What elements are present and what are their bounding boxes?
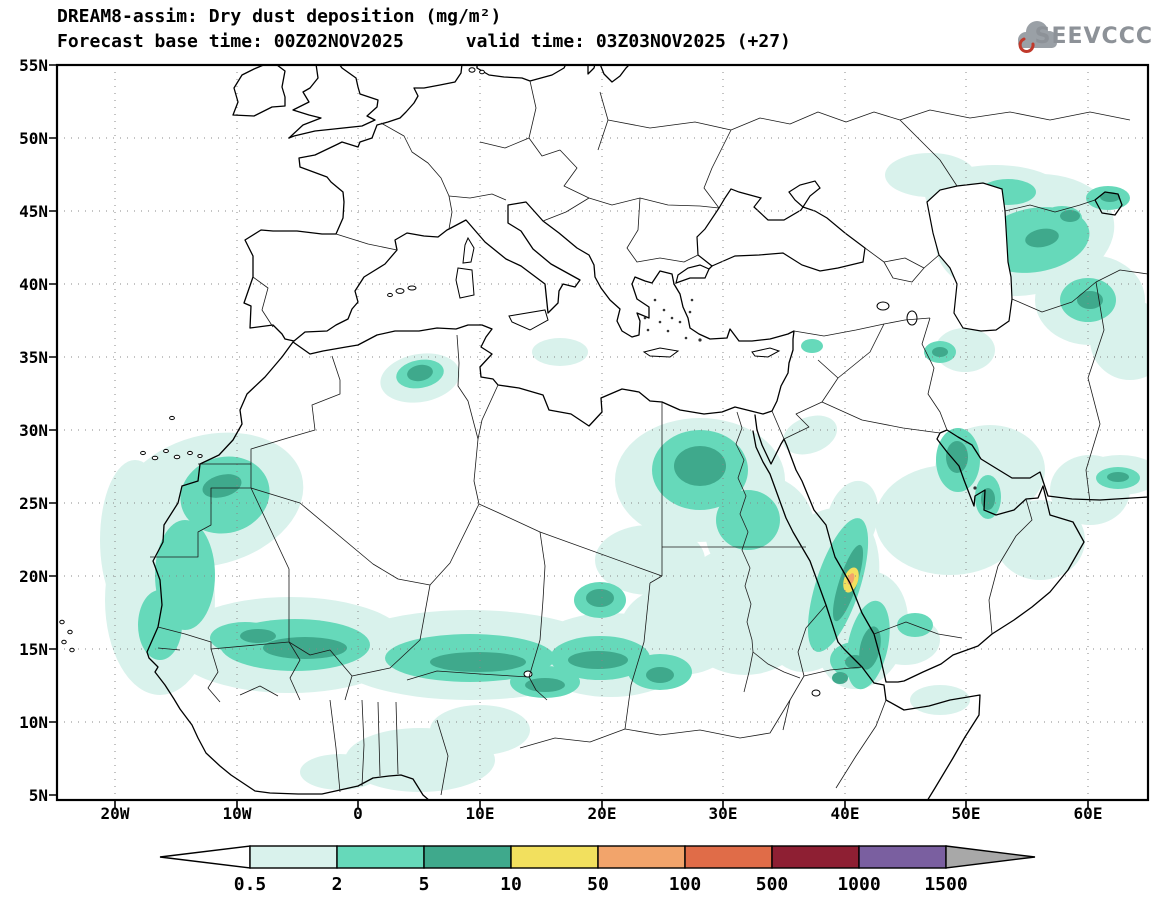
colorbar-segment-2 [336, 845, 425, 869]
longitude-ticks [114, 800, 1089, 808]
coastlines [146, 65, 1148, 800]
lat-label-50n: 50N [19, 129, 48, 148]
lat-label-25n: 25N [19, 494, 48, 513]
water-bodies [675, 180, 1013, 332]
legend-value-100: 100 [668, 874, 702, 895]
lon-label-10e: 10E [465, 804, 495, 823]
lat-label-20n: 20N [19, 567, 48, 586]
valid-time: valid time: 03Z03NOV2025 (+27) [465, 31, 791, 52]
islands-and-lakes [59, 67, 977, 697]
lon-label-40e: 40E [830, 804, 860, 823]
lon-label-10w: 10W [222, 804, 252, 823]
lat-label-45n: 45N [19, 202, 48, 221]
legend-value-50: 50 [587, 874, 609, 895]
lat-label-35n: 35N [19, 348, 48, 367]
colorbar-segment-6 [684, 845, 773, 869]
colorbar-segment-7 [771, 845, 860, 869]
colorbar-arrow-left [159, 845, 251, 869]
lat-label-5n: 5N [28, 786, 48, 805]
legend-value-1500: 1500 [924, 874, 968, 895]
colorbar-segment-5 [597, 845, 686, 869]
colorbar-segment-8 [858, 845, 947, 869]
colorbar-segment-4 [510, 845, 599, 869]
forecast-base-time: Forecast base time: 00Z02NOV2025 [57, 31, 404, 52]
legend-value-10: 10 [500, 874, 522, 895]
legend-value-1000: 1000 [837, 874, 881, 895]
lat-label-15n: 15N [19, 640, 48, 659]
dust-level-3 [202, 192, 1129, 692]
lon-label-60e: 60E [1073, 804, 1103, 823]
legend-value-500: 500 [755, 874, 789, 895]
colorbar-segment-3 [423, 845, 512, 869]
seevccc-logo-text: SEEVCCC [1034, 24, 1153, 49]
page-subtitle: Forecast base time: 00Z02NOV2025 valid ti… [57, 31, 791, 52]
lat-label-55n: 55N [19, 56, 48, 75]
colorbar [159, 845, 1036, 869]
seevccc-cloud-icon [1018, 21, 1057, 53]
lon-label-0: 0 [353, 804, 363, 823]
page-title: DREAM8-assim: Dry dust deposition (mg/m²… [57, 6, 502, 27]
country-borders [150, 80, 1148, 796]
lat-label-10n: 10N [19, 713, 48, 732]
legend-value-2: 2 [331, 874, 343, 895]
lon-label-20w: 20W [100, 804, 130, 823]
latitude-ticks [49, 64, 57, 796]
colorbar-arrow-right [945, 845, 1036, 869]
colorbar-segment-1 [249, 845, 338, 869]
nile-river [735, 411, 801, 693]
legend-value-5: 5 [418, 874, 430, 895]
lon-label-30e: 30E [708, 804, 738, 823]
lat-label-30n: 30N [19, 421, 48, 440]
lat-label-40n: 40N [19, 275, 48, 294]
legend-value-0.5: 0.5 [233, 874, 267, 895]
lon-label-20e: 20E [587, 804, 617, 823]
lon-label-50e: 50E [951, 804, 981, 823]
